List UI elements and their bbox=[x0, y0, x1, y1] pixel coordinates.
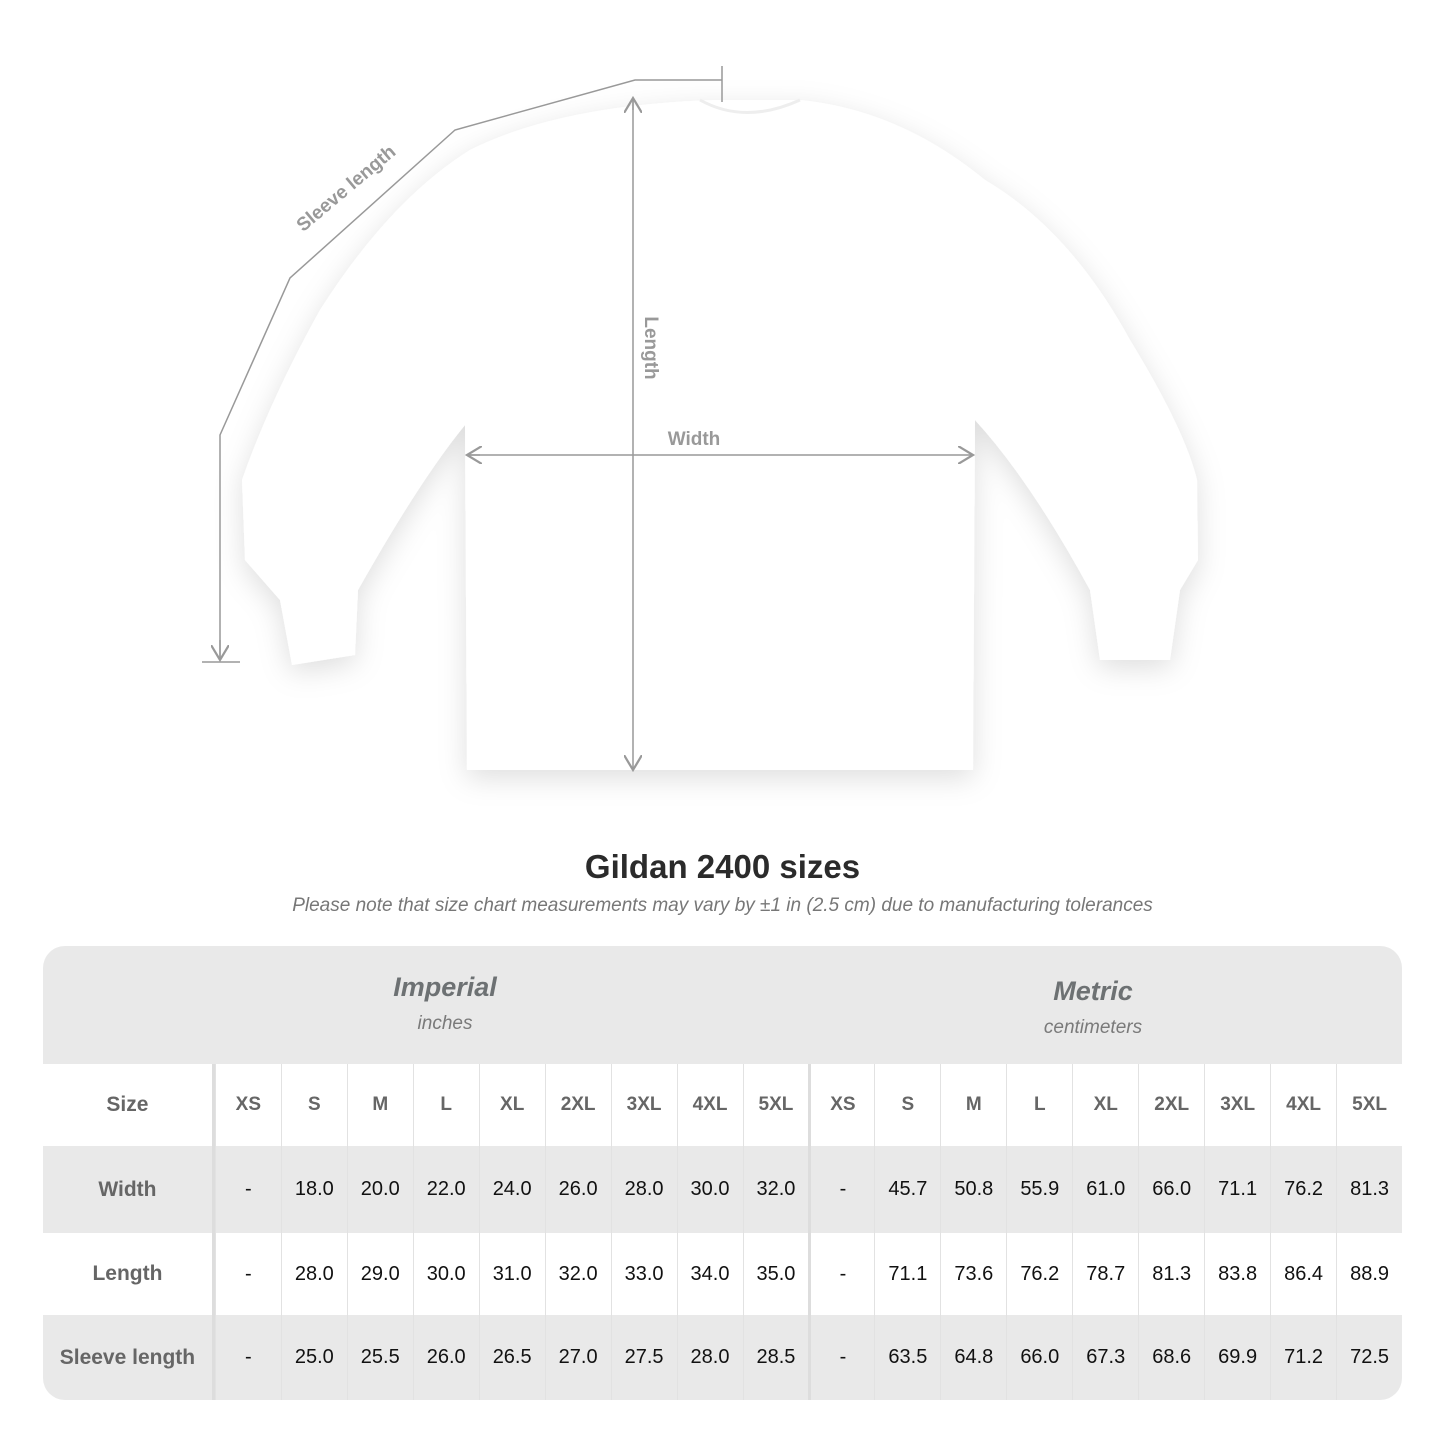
size-column-header: 4XL bbox=[1270, 1064, 1336, 1146]
metric-value: 88.9 bbox=[1336, 1233, 1402, 1315]
imperial-value: 22.0 bbox=[412, 1146, 479, 1233]
imperial-value: 33.0 bbox=[610, 1233, 677, 1315]
sleeve-length-label: Sleeve length bbox=[293, 141, 400, 236]
size-column-header: L bbox=[412, 1064, 479, 1146]
imperial-value: 20.0 bbox=[346, 1146, 413, 1233]
imperial-value: 32.0 bbox=[544, 1233, 611, 1315]
imperial-value: - bbox=[214, 1315, 281, 1400]
metric-value: 71.1 bbox=[874, 1233, 940, 1315]
imperial-value: 35.0 bbox=[742, 1233, 809, 1315]
imperial-value: 34.0 bbox=[676, 1233, 743, 1315]
metric-value: 76.2 bbox=[1270, 1146, 1336, 1233]
size-column-header: XL bbox=[1072, 1064, 1138, 1146]
size-column-header: XS bbox=[808, 1064, 874, 1146]
metric-unit: centimeters bbox=[1043, 1017, 1143, 1038]
size-column-header: 5XL bbox=[742, 1064, 809, 1146]
row-label: Length bbox=[43, 1233, 215, 1315]
long-sleeve-shirt bbox=[242, 100, 1198, 770]
metric-value: 71.2 bbox=[1270, 1315, 1336, 1400]
imperial-value: - bbox=[214, 1146, 281, 1233]
tolerance-note: Please note that size chart measurements… bbox=[292, 895, 1153, 916]
metric-value: 61.0 bbox=[1072, 1146, 1138, 1233]
metric-value: 50.8 bbox=[940, 1146, 1006, 1233]
imperial-value: 31.0 bbox=[478, 1233, 545, 1315]
page-title: Gildan 2400 sizes bbox=[584, 848, 861, 885]
imperial-unit: inches bbox=[417, 1013, 473, 1034]
table-row: Width -18.0 20.0 22.0 24.0 26.0 28.0 30.0 32.0-4… bbox=[43, 1146, 1402, 1233]
size-header-label: Size bbox=[43, 1064, 215, 1146]
metric-value: 73.6 bbox=[940, 1233, 1006, 1315]
metric-value: 86.4 bbox=[1270, 1233, 1336, 1315]
metric-value: 81.3 bbox=[1138, 1233, 1204, 1315]
imperial-value: 28.0 bbox=[676, 1315, 743, 1400]
metric-header: Metric centimeters bbox=[893, 976, 1293, 1039]
imperial-value: 28.5 bbox=[742, 1315, 809, 1400]
size-column-header: 3XL bbox=[610, 1064, 677, 1146]
metric-value: - bbox=[808, 1233, 874, 1315]
table-row: Length -28.0 29.0 30.0 31.0 32.0 33.0 34.0 35.0-… bbox=[43, 1233, 1402, 1315]
metric-value: 64.8 bbox=[940, 1315, 1006, 1400]
metric-value: 68.6 bbox=[1138, 1315, 1204, 1400]
metric-value: - bbox=[808, 1146, 874, 1233]
metric-value: 76.2 bbox=[1006, 1233, 1072, 1315]
imperial-value: 28.0 bbox=[280, 1233, 347, 1315]
size-column-header: 4XL bbox=[676, 1064, 743, 1146]
imperial-value: 30.0 bbox=[412, 1233, 479, 1315]
size-column-header: 2XL bbox=[544, 1064, 611, 1146]
metric-value: 66.0 bbox=[1138, 1146, 1204, 1233]
size-column-header: 2XL bbox=[1138, 1064, 1204, 1146]
row-label: Width bbox=[43, 1146, 215, 1233]
width-label: Width bbox=[668, 429, 721, 450]
row-label: Sleeve length bbox=[43, 1315, 215, 1400]
imperial-value: 27.0 bbox=[544, 1315, 611, 1400]
size-column-header: 5XL bbox=[1336, 1064, 1402, 1146]
imperial-value: 32.0 bbox=[742, 1146, 809, 1233]
unit-header-band: Imperial inches Metric centimeters bbox=[43, 946, 1402, 1064]
metric-title: Metric bbox=[1053, 976, 1133, 1006]
metric-value: 72.5 bbox=[1336, 1315, 1402, 1400]
metric-value: 63.5 bbox=[874, 1315, 940, 1400]
imperial-value: 18.0 bbox=[280, 1146, 347, 1233]
imperial-value: 24.0 bbox=[478, 1146, 545, 1233]
metric-value: 67.3 bbox=[1072, 1315, 1138, 1400]
size-column-header: L bbox=[1006, 1064, 1072, 1146]
size-header-row: Size XS S M L XL 2XL 3XL 4XL 5XL XS S M L XL 2XL 3XL 4XL 5… bbox=[43, 1064, 1402, 1146]
imperial-value: 30.0 bbox=[676, 1146, 743, 1233]
imperial-value: 27.5 bbox=[610, 1315, 677, 1400]
imperial-value: 28.0 bbox=[610, 1146, 677, 1233]
metric-value: 55.9 bbox=[1006, 1146, 1072, 1233]
imperial-value: 26.5 bbox=[478, 1315, 545, 1400]
size-table: Imperial inches Metric centimeters Size X… bbox=[43, 946, 1402, 1400]
metric-value: 81.3 bbox=[1336, 1146, 1402, 1233]
imperial-title: Imperial bbox=[393, 972, 497, 1002]
metric-value: 71.1 bbox=[1204, 1146, 1270, 1233]
metric-value: 83.8 bbox=[1204, 1233, 1270, 1315]
imperial-value: 29.0 bbox=[346, 1233, 413, 1315]
size-column-header: XL bbox=[478, 1064, 545, 1146]
imperial-value: - bbox=[214, 1233, 281, 1315]
imperial-value: 26.0 bbox=[412, 1315, 479, 1400]
size-column-header: S bbox=[874, 1064, 940, 1146]
metric-value: 69.9 bbox=[1204, 1315, 1270, 1400]
imperial-value: 26.0 bbox=[544, 1146, 611, 1233]
metric-value: 78.7 bbox=[1072, 1233, 1138, 1315]
imperial-value: 25.0 bbox=[280, 1315, 347, 1400]
imperial-value: 25.5 bbox=[346, 1315, 413, 1400]
metric-value: 45.7 bbox=[874, 1146, 940, 1233]
imperial-header: Imperial inches bbox=[245, 972, 645, 1035]
metric-value: 66.0 bbox=[1006, 1315, 1072, 1400]
shirt-diagram: Sleeve length Length Width bbox=[202, 66, 1198, 830]
table-row: Sleeve length -25.0 25.5 26.0 26.5 27.0 27.5 28… bbox=[43, 1315, 1402, 1400]
size-column-header: XS bbox=[214, 1064, 281, 1146]
size-column-header: M bbox=[940, 1064, 1006, 1146]
length-label: Length bbox=[640, 316, 661, 379]
metric-value: - bbox=[808, 1315, 874, 1400]
size-column-header: 3XL bbox=[1204, 1064, 1270, 1146]
size-column-header: S bbox=[280, 1064, 347, 1146]
size-column-header: M bbox=[346, 1064, 413, 1146]
sleeve-length-line bbox=[219, 79, 722, 660]
